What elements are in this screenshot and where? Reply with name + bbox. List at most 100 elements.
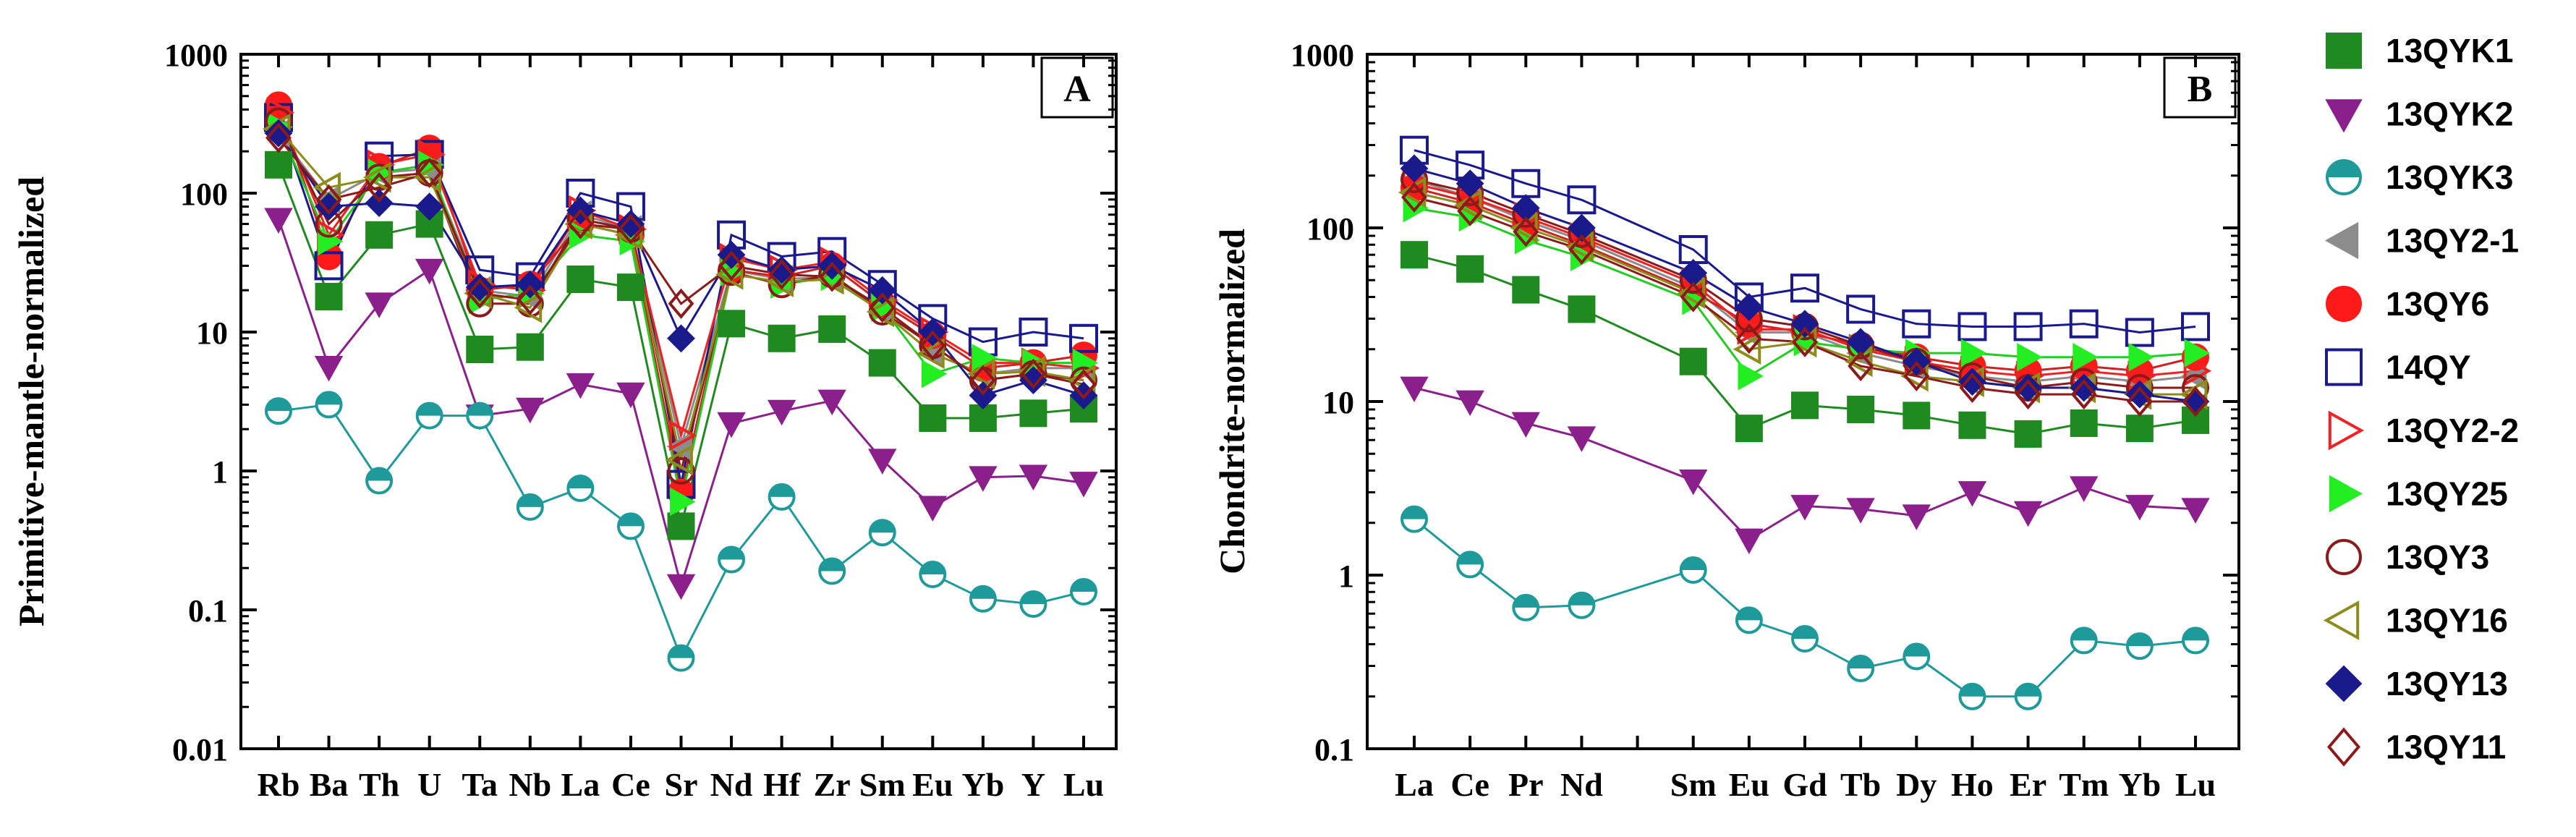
data-point: [2183, 355, 2212, 387]
data-point: [1791, 391, 1819, 420]
data-point: [666, 574, 696, 600]
series-markers-13QYK2: [1400, 376, 2210, 555]
x-tick-label: Ta: [462, 766, 498, 803]
data-point: [616, 210, 645, 239]
data-point: [1958, 682, 1986, 710]
x-tick-label: Eu: [1729, 766, 1769, 803]
legend-label: 13QY13: [2386, 665, 2508, 702]
legend-marker: [2324, 221, 2359, 260]
y-tick-label: 10: [196, 315, 228, 351]
legend-item: 14QY: [2325, 348, 2471, 386]
data-point: [768, 324, 796, 352]
x-tick-label: Sm: [1670, 766, 1717, 803]
legend-marker: [2326, 33, 2362, 69]
panel-b-chart: B Chondrite-normalized 0.1 1 10 100 1000 La C…: [1212, 38, 2240, 803]
data-point: [2070, 476, 2099, 502]
data-point: [467, 278, 493, 309]
legend-label: 13QYK1: [2386, 32, 2513, 69]
series-markers-13QYK3: [265, 391, 1097, 672]
x-tick-label: Ce: [611, 766, 650, 803]
data-point: [616, 382, 645, 409]
legend-item: 13QY16: [2323, 600, 2508, 640]
data-point: [1019, 464, 1048, 491]
data-point: [1958, 411, 1986, 439]
data-point: [1735, 415, 1763, 443]
data-point: [2013, 312, 2043, 341]
legend-item: 13QYK3: [2326, 158, 2513, 196]
data-point: [1019, 318, 1048, 347]
data-point: [768, 483, 796, 511]
data-point: [1455, 390, 1484, 417]
x-tick-label: Tb: [1840, 766, 1881, 803]
data-point: [1071, 369, 1097, 400]
data-point: [2070, 626, 2098, 655]
data-point: [767, 399, 796, 426]
data-point: [466, 401, 494, 430]
data-point: [969, 466, 998, 492]
panel-a-tag-label: A: [1063, 69, 1091, 110]
legend-item: 13QY25: [2329, 475, 2508, 513]
data-point: [314, 251, 344, 281]
data-point: [1456, 255, 1484, 283]
series-line-13QY2-2: [277, 112, 1084, 440]
data-point: [668, 288, 694, 319]
legend-item: 13QY13: [2325, 665, 2508, 702]
data-point: [2182, 386, 2209, 417]
series-markers-13QYK1: [1400, 241, 2209, 448]
legend-item: 13QY3: [2326, 538, 2489, 576]
series-13QY11: [277, 137, 1084, 386]
series-markers-13QY11: [1401, 182, 2209, 417]
data-point: [415, 192, 444, 221]
series-13QY16: [277, 128, 1084, 461]
data-point: [2070, 373, 2099, 402]
data-point: [1679, 470, 1708, 496]
panel-a-tag: A: [1040, 56, 1114, 119]
data-point: [1456, 551, 1484, 579]
panel-a-y-axis-label: Primitive-mantle-normalized: [11, 177, 51, 626]
series-markers-13QYK2: [264, 208, 1098, 600]
y-tick-label: 1: [212, 454, 228, 490]
legend-item: 13QYK2: [2325, 95, 2513, 133]
data-point: [566, 474, 595, 502]
data-point: [365, 467, 394, 495]
y-tick-label: 100: [1306, 211, 1354, 247]
data-point: [516, 333, 544, 361]
data-point: [2181, 312, 2210, 341]
y-tick-label: 10: [1322, 385, 1354, 420]
x-tick-label: Lu: [2175, 766, 2216, 803]
data-point: [314, 355, 344, 382]
x-tick-label: La: [1395, 766, 1434, 803]
data-point: [1961, 339, 1987, 367]
data-point: [1957, 312, 1987, 341]
data-point: [969, 585, 997, 613]
data-point: [2015, 378, 2041, 410]
data-point: [665, 444, 693, 476]
data-point: [1069, 323, 1098, 353]
legend-marker: [2325, 348, 2363, 386]
legend-item: 13QYK1: [2326, 32, 2513, 69]
x-tick-label: Ba: [310, 766, 349, 803]
data-point: [919, 330, 946, 361]
series-markers-13QY13: [1400, 154, 2210, 416]
legend-marker: [2328, 410, 2365, 451]
data-point: [2070, 378, 2097, 410]
panel-a-x-ticks: Rb Ba Th U Ta Nb La Ce Sr Nd Hf Zr Sm Eu Yb Y Lu: [258, 54, 1104, 803]
panel-a-chart: A Primitive-mantle-normalized 0.01 0.1 1 10…: [11, 38, 1118, 803]
data-point: [917, 338, 945, 370]
panel-a-plot-frame: [239, 53, 1118, 750]
data-point: [1568, 234, 1595, 265]
y-tick-label: 0.1: [1314, 732, 1354, 768]
data-point: [868, 519, 896, 547]
data-point: [667, 644, 695, 672]
legend-marker: [2323, 600, 2360, 640]
data-point: [718, 310, 746, 338]
data-point: [1511, 194, 1540, 223]
series-13QY2-2: [277, 112, 1084, 440]
data-point: [667, 324, 695, 353]
data-point: [921, 360, 948, 388]
data-point: [2014, 420, 2042, 448]
data-point: [315, 391, 343, 419]
data-point: [1019, 399, 1047, 428]
data-point: [868, 276, 897, 305]
